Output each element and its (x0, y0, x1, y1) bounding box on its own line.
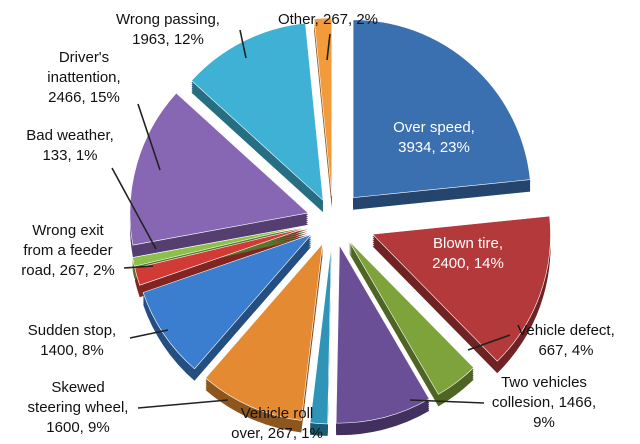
slice-label-line: inattention, (47, 69, 120, 86)
slice-label-line: 9% (533, 414, 555, 431)
leader-line-wrong-passing (239, 29, 247, 59)
label-layer: Over speed, 3934, 23% Blown tire, 2400, 14%… (21, 11, 614, 442)
slice-vehicle-roll-over (309, 245, 332, 425)
slice-label-line: 1400, 8% (40, 342, 103, 359)
slice-label-line: from a feeder (23, 242, 112, 259)
slice-label-line: Wrong passing, (116, 11, 220, 28)
leader-line-two-vehicles-collesion (409, 399, 485, 404)
slice-label-line: road, 267, 2% (21, 262, 114, 279)
slice-two-vehicles-collesion (335, 244, 430, 424)
leader-line-layer (111, 29, 511, 409)
slice-depth-wrong-exit-from-a-feeder-road (134, 235, 308, 294)
slice-label-bad-weather: Bad weather, 133, 1% (26, 127, 114, 164)
slice-vehicle-defect (348, 240, 475, 395)
slice-label-line: Over speed, (393, 119, 475, 136)
leader-line-vehicle-defect (467, 334, 511, 351)
slice-label-line: 1963, 12% (132, 31, 204, 48)
slice-label-line: Other, 267, 2% (278, 11, 378, 28)
slice-label-line: 1600, 9% (46, 419, 109, 436)
slice-blown-tire (371, 215, 551, 362)
slice-depth-wrong-exit-from-a-feeder-road (134, 233, 308, 292)
slice-label-line: steering wheel, (28, 399, 129, 416)
slice-top-layer (129, 17, 551, 425)
slice-label-line: Two vehicles (501, 374, 587, 391)
slice-label-line: Blown tire, (433, 235, 503, 252)
slice-label-line: 133, 1% (42, 147, 97, 164)
slice-wrong-exit-from-a-feeder-road (134, 226, 309, 286)
slice-label-sudden-stop: Sudden stop, 1400, 8% (28, 322, 116, 359)
slice-label-vehicle-defect: Vehicle defect, 667, 4% (517, 322, 615, 359)
slice-label-over-speed: Over speed, 3934, 23% (393, 119, 475, 156)
leader-line-wrong-exit-from-a-feeder-road (123, 265, 154, 269)
slice-label-line: Wrong exit (32, 222, 104, 239)
slice-label-skewed-steering-wheel: Skewed steering wheel, 1600, 9% (28, 379, 129, 436)
slice-driver-s-inattention (129, 92, 309, 246)
slice-other (313, 17, 333, 197)
slice-label-line: 2400, 14% (432, 255, 504, 272)
slice-label-line: 2466, 15% (48, 89, 120, 106)
slice-label-line: 667, 4% (538, 342, 593, 359)
slice-label-line: Sudden stop, (28, 322, 116, 339)
slice-label-wrong-exit-from-a-feeder-road: Wrong exit from a feeder road, 267, 2% (21, 222, 114, 279)
slice-bad-weather (132, 225, 308, 267)
slice-label-line: collesion, 1466, (492, 394, 596, 411)
leader-line-other (326, 33, 331, 61)
slice-label-driver-s-inattention: Driver's inattention, 2466, 15% (47, 49, 120, 106)
slice-label-line: Bad weather, (26, 127, 114, 144)
slice-skewed-steering-wheel (205, 242, 323, 421)
slice-label-line: over, 267, 1% (231, 425, 323, 442)
slice-label-blown-tire: Blown tire, 2400, 14% (432, 235, 504, 272)
slice-label-line: Vehicle defect, (517, 322, 615, 339)
slice-label-wrong-passing: Wrong passing, 1963, 12% (116, 11, 220, 48)
leader-line-skewed-steering-wheel (137, 399, 229, 409)
leader-line-driver-s-inattention (137, 103, 161, 171)
slice-label-other: Other, 267, 2% (278, 11, 378, 28)
slice-over-speed (352, 19, 531, 199)
slice-label-vehicle-roll-over: Vehicle roll over, 267, 1% (231, 405, 323, 442)
slice-label-line: Vehicle roll (241, 405, 314, 422)
leader-line-sudden-stop (129, 329, 169, 339)
leader-line-bad-weather (111, 167, 157, 250)
slice-label-two-vehicles-collesion: Two vehicles collesion, 1466, 9% (492, 374, 596, 431)
slice-label-line: 3934, 23% (398, 139, 470, 156)
slice-label-line: Driver's (59, 49, 109, 66)
slice-sudden-stop (142, 233, 313, 370)
slice-label-line: Skewed (51, 379, 104, 396)
